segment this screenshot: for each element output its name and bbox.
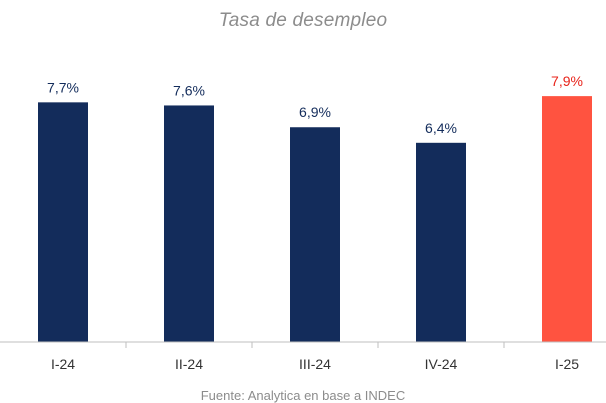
x-tick-label-i-24: I-24 bbox=[51, 356, 75, 372]
bar-i-24 bbox=[38, 102, 88, 342]
data-label-iv-24: 6,4% bbox=[425, 120, 457, 136]
bar-i-25 bbox=[542, 96, 592, 342]
data-labels-layer: 7,7% 7,6% 6,9% 6,4% 7,9% bbox=[47, 73, 583, 136]
data-label-i-25: 7,9% bbox=[551, 73, 583, 89]
chart-source: Fuente: Analytica en base a INDEC bbox=[200, 388, 406, 403]
data-label-ii-24: 7,6% bbox=[173, 82, 205, 98]
bars-layer bbox=[38, 96, 592, 342]
x-tick-label-iv-24: IV-24 bbox=[425, 356, 458, 372]
bar-iii-24 bbox=[290, 127, 340, 342]
chart-title: Tasa de desempleo bbox=[218, 10, 388, 31]
x-tick-label-iii-24: III-24 bbox=[299, 356, 331, 372]
x-tick-label-ii-24: II-24 bbox=[175, 356, 203, 372]
data-label-i-24: 7,7% bbox=[47, 79, 79, 95]
data-label-iii-24: 6,9% bbox=[299, 104, 331, 120]
x-axis-ticks-layer: I-24 II-24 III-24 IV-24 I-25 bbox=[51, 342, 579, 372]
x-tick-label-i-25: I-25 bbox=[555, 356, 579, 372]
bar-ii-24 bbox=[164, 105, 214, 342]
bar-iv-24 bbox=[416, 142, 466, 342]
